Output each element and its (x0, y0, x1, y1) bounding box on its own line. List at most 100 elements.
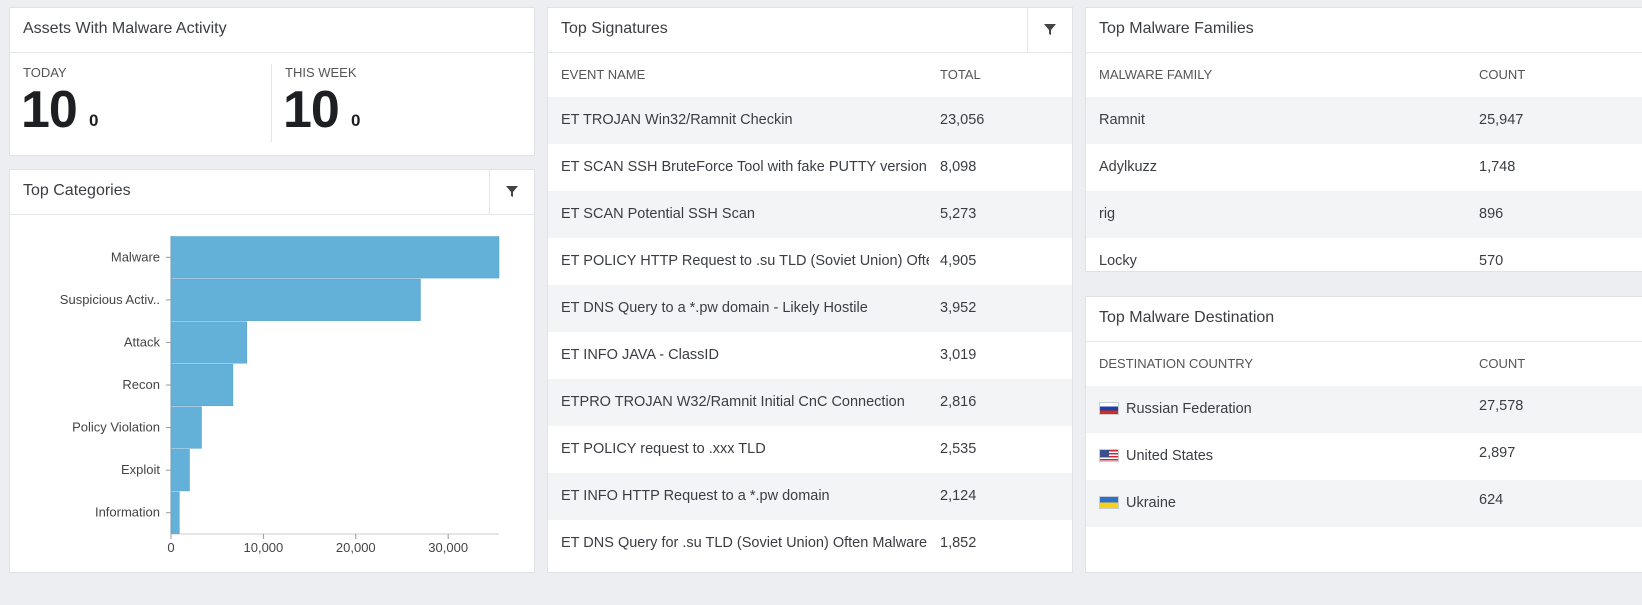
country-name: Ukraine (1126, 495, 1176, 511)
category-bar[interactable] (170, 491, 180, 534)
total-cell: 8,098 (940, 159, 977, 175)
total-cell: 23,056 (940, 112, 985, 128)
category-label: Suspicious Activ.. (60, 292, 160, 307)
table-row[interactable]: ET DNS Query to a *.pw domain - Likely H… (548, 285, 1072, 332)
signatures-panel: Top Signatures EVENT NAME TOTAL ET TROJA… (547, 7, 1073, 573)
table-row[interactable]: Adylkuzz 1,748 (1086, 144, 1642, 191)
destinations-panel-title: Top Malware Destination (1086, 297, 1642, 342)
signatures-filter-button[interactable] (1027, 8, 1072, 52)
categories-title-text: Top Categories (23, 182, 131, 199)
category-bar[interactable] (170, 406, 202, 449)
x-tick-label: 30,000 (428, 540, 468, 555)
filter-icon (506, 186, 518, 197)
table-row[interactable]: ETPRO TROJAN W32/Ramnit Initial CnC Conn… (548, 379, 1072, 426)
table-row[interactable]: ET SCAN SSH BruteForce Tool with fake PU… (548, 144, 1072, 191)
destinations-panel: Top Malware Destination DESTINATION COUN… (1085, 296, 1642, 573)
total-cell: 3,019 (940, 347, 977, 363)
total-cell: 1,852 (940, 535, 977, 551)
assets-panel-title: Assets With Malware Activity (10, 8, 534, 53)
malware-family-cell: Adylkuzz (1099, 159, 1158, 175)
category-bar[interactable] (170, 236, 500, 279)
table-row[interactable]: rig 896 (1086, 191, 1642, 238)
destination-country-cell: Russian Federation (1099, 386, 1252, 433)
malware-family-column-header[interactable]: MALWARE FAMILY (1099, 67, 1213, 82)
this-week-label: THIS WEEK (285, 65, 357, 80)
ukraine-flag-icon (1099, 495, 1119, 509)
category-label: Recon (122, 377, 160, 392)
signatures-title-text: Top Signatures (561, 20, 668, 37)
total-cell: 5,273 (940, 206, 977, 222)
count-cell: 570 (1479, 253, 1504, 269)
event-name-cell: ET POLICY HTTP Request to .su TLD (Sovie… (561, 253, 929, 269)
signatures-panel-title: Top Signatures (548, 8, 1072, 53)
table-row[interactable]: Ramnit 25,947 (1086, 97, 1642, 144)
today-sub-value: 0 (89, 111, 99, 130)
country-name: Russian Federation (1126, 401, 1252, 417)
destination-country-column-header[interactable]: DESTINATION COUNTRY (1099, 356, 1254, 371)
event-name-cell: ET SCAN Potential SSH Scan (561, 206, 755, 222)
today-label: TODAY (23, 65, 67, 80)
table-row[interactable]: ET INFO JAVA - ClassID 3,019 (548, 332, 1072, 379)
count-cell: 1,748 (1479, 159, 1516, 175)
families-header: MALWARE FAMILY COUNT (1086, 53, 1642, 97)
categories-bar-chart: Malware Suspicious Activ.. Attack Recon Poli… (60, 236, 500, 555)
usa-flag-canton (1100, 449, 1109, 457)
destination-country-cell: United States (1099, 433, 1213, 480)
category-label: Attack (124, 334, 161, 349)
russia-flag-icon (1099, 401, 1119, 415)
x-tick-label: 0 (167, 540, 174, 555)
destinations-header: DESTINATION COUNTRY COUNT (1086, 342, 1642, 386)
families-panel: Top Malware Families MALWARE FAMILY COUN… (1085, 7, 1642, 272)
x-tick-label: 10,000 (244, 540, 284, 555)
count-cell: 624 (1479, 492, 1504, 508)
event-name-cell: ET INFO JAVA - ClassID (561, 347, 719, 363)
signatures-header: EVENT NAME TOTAL (548, 53, 1072, 97)
event-name-cell: ET TROJAN Win32/Ramnit Checkin (561, 112, 793, 128)
count-column-header[interactable]: COUNT (1479, 67, 1526, 82)
count-cell: 2,897 (1479, 445, 1516, 461)
destination-count-column-header[interactable]: COUNT (1479, 356, 1526, 371)
country-name: United States (1126, 448, 1214, 464)
malware-family-cell: Locky (1099, 253, 1137, 269)
table-row[interactable]: United States 2,897 (1086, 433, 1642, 480)
malware-family-cell: Ramnit (1099, 112, 1145, 128)
this-week-sub-value: 0 (351, 111, 361, 130)
total-cell: 2,124 (940, 488, 977, 504)
category-bar[interactable] (170, 363, 234, 407)
table-row[interactable]: Russian Federation 27,578 (1086, 386, 1642, 433)
category-bar[interactable] (170, 278, 421, 321)
table-row[interactable]: ET SCAN Potential SSH Scan 5,273 (548, 191, 1072, 238)
category-label: Exploit (121, 462, 160, 477)
table-row[interactable]: Ukraine 624 (1086, 480, 1642, 527)
this-week-value: 10 (283, 81, 340, 139)
table-row[interactable]: ET INFO HTTP Request to a *.pw domain 2,1… (548, 473, 1072, 520)
categories-panel: Top Categories Malware Suspicious Activ..… (9, 169, 535, 573)
table-row[interactable]: ET TROJAN Win32/Ramnit Checkin 23,056 (548, 97, 1072, 144)
filter-icon (1044, 24, 1056, 35)
table-row[interactable]: ET POLICY request to .xxx TLD 2,535 (548, 426, 1072, 473)
event-name-column-header[interactable]: EVENT NAME (561, 67, 646, 82)
event-name-cell: ET DNS Query for .su TLD (Soviet Union) … (561, 535, 929, 551)
assets-panel: Assets With Malware Activity TODAY 10 0 … (9, 7, 535, 156)
total-cell: 2,535 (940, 441, 977, 457)
categories-filter-button[interactable] (489, 170, 534, 214)
category-bar[interactable] (170, 449, 190, 492)
category-bar[interactable] (170, 321, 248, 364)
event-name-cell: ET POLICY request to .xxx TLD (561, 441, 766, 457)
stat-divider (271, 64, 272, 142)
total-column-header[interactable]: TOTAL (940, 67, 981, 82)
total-cell: 2,816 (940, 394, 977, 410)
count-cell: 896 (1479, 206, 1504, 222)
table-row[interactable]: ET DNS Query for .su TLD (Soviet Union) … (548, 520, 1072, 567)
today-value: 10 (21, 81, 78, 139)
table-row[interactable]: Locky 570 (1086, 238, 1642, 271)
x-tick-label: 20,000 (336, 540, 376, 555)
count-cell: 25,947 (1479, 112, 1524, 128)
event-name-cell: ET INFO HTTP Request to a *.pw domain (561, 488, 830, 504)
event-name-cell: ETPRO TROJAN W32/Ramnit Initial CnC Conn… (561, 394, 905, 410)
table-row[interactable]: ET POLICY HTTP Request to .su TLD (Sovie… (548, 238, 1072, 285)
families-panel-title: Top Malware Families (1086, 8, 1642, 53)
event-name-cell: ET SCAN SSH BruteForce Tool with fake PU… (561, 159, 927, 175)
category-label: Information (95, 505, 160, 520)
destinations-table-body: Russian Federation 27,578 United States 2,8… (1086, 386, 1642, 527)
